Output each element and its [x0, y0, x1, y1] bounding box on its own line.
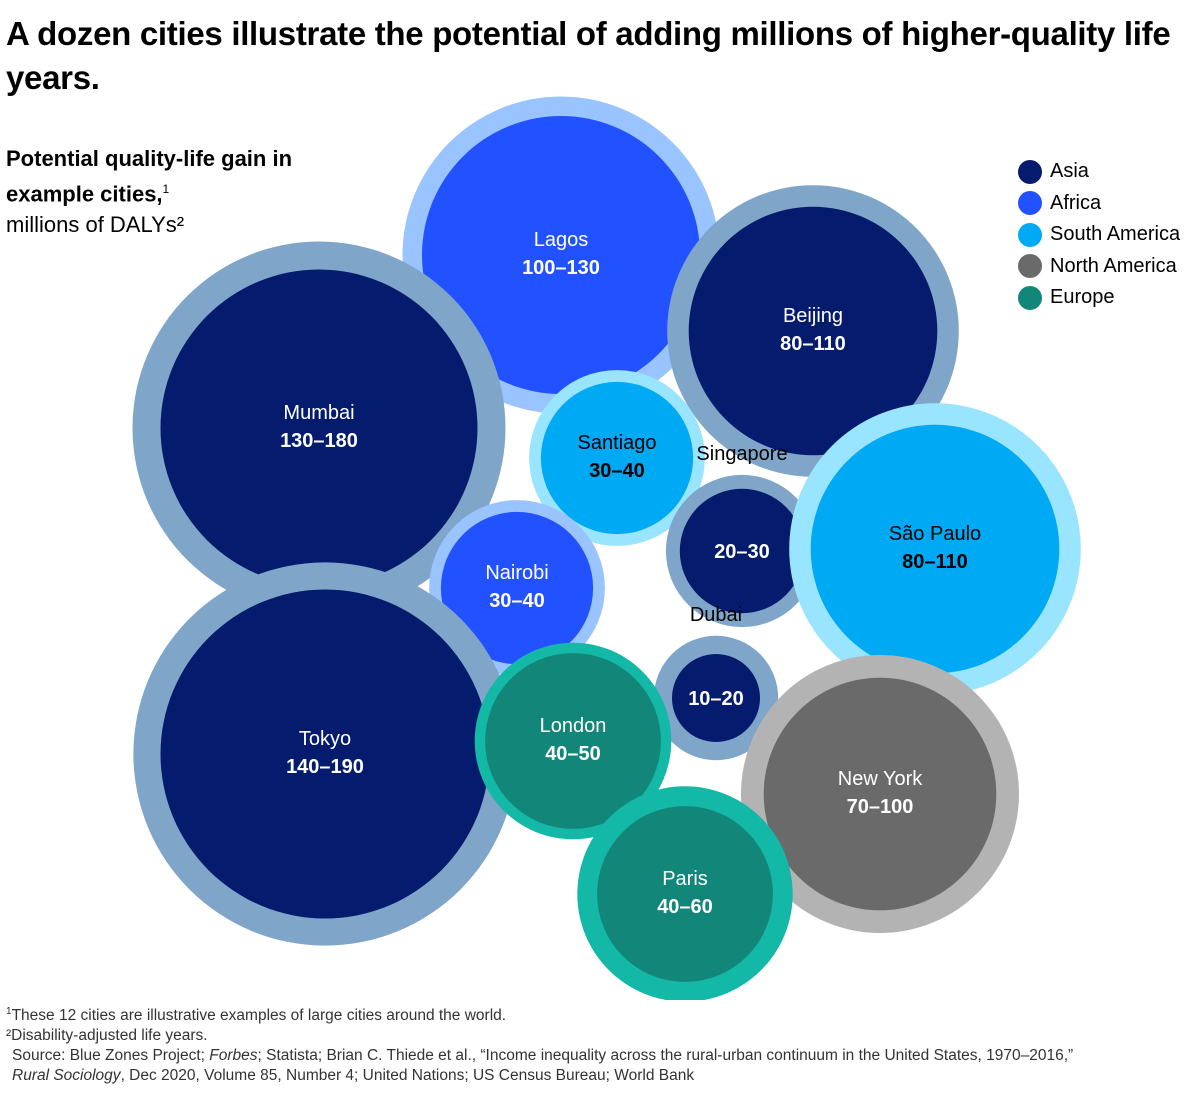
chart-subtitle: Potential quality-life gain in example c…	[6, 143, 306, 240]
value-label: 10–20	[688, 688, 744, 710]
value-label: 100–130	[522, 257, 600, 279]
city-label: Mumbai	[283, 402, 354, 424]
bubble-santiago: Santiago 30–40	[529, 370, 705, 546]
bubble-tokyo: Tokyo 140–190	[133, 562, 517, 946]
legend-item-north-america: North America	[1018, 251, 1180, 283]
value-label: 80–110	[780, 333, 846, 355]
city-label: Santiago	[578, 432, 657, 454]
footnote-1: 1These 12 cities are illustrative exampl…	[6, 1002, 1196, 1026]
city-label: Tokyo	[299, 728, 351, 750]
city-label: Nairobi	[485, 562, 548, 584]
bubble-nairobi: Nairobi 30–40	[429, 500, 605, 676]
legend-swatch	[1018, 285, 1042, 310]
footnote-1-mark: 1	[6, 1006, 12, 1017]
bubble-singapore: Singapore 20–30	[665, 443, 819, 628]
bubble-low-circle	[763, 677, 997, 911]
legend-label: Africa	[1050, 191, 1102, 214]
bubble-chart: Lagos 100–130 Beijing 80–110 Mumbai 130–180 Sa…	[132, 96, 1081, 1000]
subtitle-footnote-mark: 1	[162, 182, 170, 196]
value-label: 140–190	[286, 756, 364, 778]
bubble-lagos: Lagos 100–130	[402, 96, 720, 414]
bubble-low-circle	[160, 589, 490, 919]
value-label: 20–30	[714, 541, 770, 563]
value-label: 30–40	[489, 590, 545, 612]
bubble-low-circle	[679, 488, 805, 614]
city-label: São Paulo	[889, 523, 981, 545]
legend-label: South America	[1050, 223, 1181, 246]
legend-item-europe: Europe	[1018, 282, 1180, 314]
legend-label: Asia	[1050, 160, 1089, 183]
source-part: Source: Blue Zones Project;	[12, 1047, 210, 1065]
bubble-low-circle	[160, 269, 478, 587]
subtitle-bold: Potential quality-life gain in example c…	[6, 146, 293, 207]
source-part: ; Statista; Brian C. Thiede et al., “Inc…	[257, 1047, 1074, 1065]
value-label: 40–60	[657, 896, 713, 918]
source-note: Source: Blue Zones Project; Forbes; Stat…	[6, 1046, 1196, 1086]
legend-item-south-america: South America	[1018, 219, 1180, 251]
city-label: London	[540, 715, 607, 737]
legend-item-africa: Africa	[1018, 188, 1180, 220]
footnotes: 1These 12 cities are illustrative exampl…	[6, 1002, 1196, 1086]
city-label: Beijing	[783, 305, 843, 327]
bubble-low-circle	[540, 381, 694, 535]
source-journal: Rural Sociology	[12, 1067, 121, 1085]
legend-swatch	[1018, 191, 1042, 216]
source-forbes: Forbes	[209, 1047, 258, 1065]
city-label: Singapore	[696, 443, 787, 465]
bubble-mumbai: Mumbai 130–180	[132, 241, 506, 615]
city-label: Dubai	[690, 604, 742, 626]
footnote-1-text: These 12 cities are illustrative example…	[11, 1007, 507, 1025]
legend-swatch	[1018, 254, 1042, 279]
legend-swatch	[1018, 159, 1042, 184]
bubble-new-york: New York 70–100	[741, 655, 1019, 933]
legend-label: North America	[1050, 254, 1177, 277]
legend-item-asia: Asia	[1018, 156, 1180, 188]
bubble-dubai: Dubai 10–20	[653, 604, 779, 761]
value-label: 80–110	[902, 551, 968, 573]
subtitle-unit: millions of DALYs²	[6, 212, 185, 238]
legend-swatch	[1018, 222, 1042, 247]
bubble-low-circle	[440, 511, 594, 665]
bubble-beijing: Beijing 80–110	[667, 185, 959, 477]
bubble-sao-paulo: São Paulo 80–110	[789, 403, 1081, 695]
source-part: , Dec 2020, Volume 85, Number 4; United …	[120, 1067, 695, 1085]
bubble-low-circle	[672, 654, 760, 742]
bubble-low-circle	[485, 653, 661, 829]
bubble-low-circle	[422, 116, 700, 394]
value-label: 40–50	[545, 743, 601, 765]
city-label: Paris	[662, 868, 708, 890]
chart-title: A dozen cities illustrate the potential …	[6, 15, 1171, 96]
city-label: New York	[838, 768, 923, 790]
bubble-low-circle	[688, 206, 938, 456]
value-label: 70–100	[847, 796, 914, 818]
city-label: Lagos	[534, 229, 589, 251]
footnote-2: ²Disability-adjusted life years.	[6, 1027, 208, 1045]
value-label: 30–40	[589, 460, 645, 482]
legend-label: Europe	[1050, 286, 1115, 309]
bubble-low-circle	[597, 806, 773, 982]
legend: Asia Africa South America North America …	[1018, 156, 1180, 314]
bubble-london: London 40–50	[474, 642, 672, 840]
value-label: 130–180	[280, 430, 358, 452]
bubble-paris: Paris 40–60	[577, 786, 793, 1000]
bubble-low-circle	[810, 424, 1060, 674]
